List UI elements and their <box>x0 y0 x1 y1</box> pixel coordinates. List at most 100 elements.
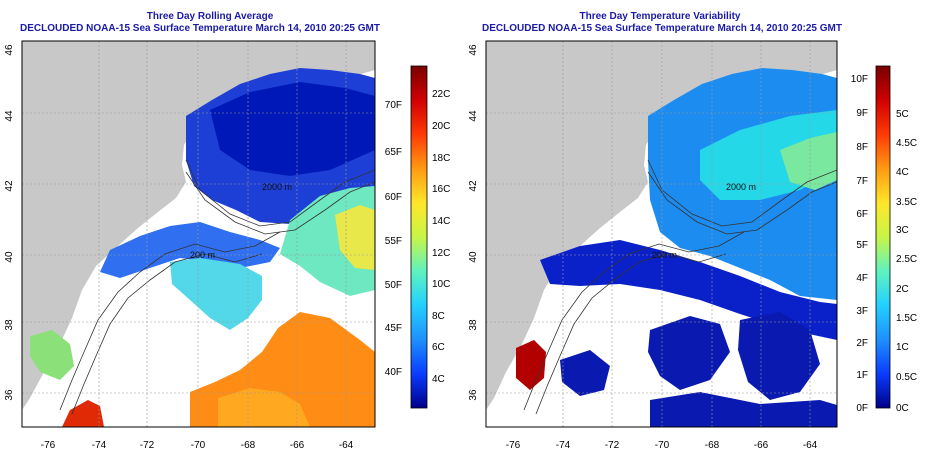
colorbar-c-label: 2.5C <box>896 254 917 265</box>
left-colorbar-f-labels: 70F 65F 60F 55F 50F 45F 40F <box>385 100 402 378</box>
colorbar-c-label: 0C <box>896 403 909 414</box>
right-panel-subtitle: DECLOUDED NOAA-15 Sea Surface Temperatur… <box>482 23 842 34</box>
right-panel-title: Three Day Temperature Variability <box>579 11 741 22</box>
lat-tick-label: 40 <box>468 251 479 263</box>
colorbar-f-label: 50F <box>385 280 402 291</box>
colorbar-c-label: 12C <box>432 248 450 259</box>
colorbar-c-label: 6C <box>432 342 445 353</box>
colorbar-c-label: 2C <box>896 284 909 295</box>
left-colorbar-c-labels: 22C 20C 18C 16C 14C 12C 10C 8C 6C 4C <box>432 89 450 385</box>
left-map-frame <box>21 40 376 428</box>
lat-tick-label: 46 <box>468 44 479 56</box>
lon-tick-label: -66 <box>754 440 769 451</box>
lon-tick-label: -68 <box>241 440 256 451</box>
lon-tick-label: -72 <box>140 440 155 451</box>
colorbar-c-label: 14C <box>432 216 450 227</box>
right-var-low-patch-3 <box>650 392 837 427</box>
lon-tick-label: -76 <box>506 440 521 451</box>
colorbar-c-label: 22C <box>432 89 450 100</box>
lat-tick-label: 44 <box>4 110 15 122</box>
left-grid <box>22 41 375 427</box>
colorbar-c-label: 10C <box>432 279 450 290</box>
lat-tick-label: 36 <box>468 389 479 401</box>
colorbar-f-label: 0F <box>856 403 868 414</box>
colorbar-f-label: 1F <box>856 370 868 381</box>
colorbar-c-label: 5C <box>896 109 909 120</box>
colorbar-f-label: 6F <box>856 209 868 220</box>
colorbar-f-label: 9F <box>856 108 868 119</box>
right-colorbar <box>875 65 891 409</box>
right-map-frame <box>485 40 838 428</box>
left-map <box>22 41 375 427</box>
left-panel-subtitle: DECLOUDED NOAA-15 Sea Surface Temperatur… <box>20 23 380 34</box>
colorbar-f-label: 60F <box>385 192 402 203</box>
colorbar-c-label: 1C <box>896 342 909 353</box>
right-map <box>486 41 837 427</box>
left-bathymetry-contours <box>59 159 375 415</box>
left-panel-title: Three Day Rolling Average <box>146 11 274 22</box>
lat-tick-label: 36 <box>4 389 15 401</box>
lat-tick-label: 42 <box>4 180 15 192</box>
right-lon-axis: -76 -74 -72 -70 -68 -66 -64 <box>506 440 818 451</box>
left-sst-red-corner <box>62 400 104 427</box>
lon-tick-label: -74 <box>556 440 571 451</box>
left-land-mass <box>22 41 375 410</box>
lon-tick-label: -70 <box>191 440 206 451</box>
lat-tick-label: 38 <box>4 319 15 331</box>
colorbar-f-label: 70F <box>385 100 402 111</box>
colorbar-c-label: 16C <box>432 184 450 195</box>
lat-tick-label: 44 <box>468 110 479 122</box>
colorbar-c-label: 8C <box>432 311 445 322</box>
left-sst-deep-blue <box>210 82 375 176</box>
right-var-low-patch-2 <box>738 312 820 400</box>
colorbar-f-label: 7F <box>856 176 868 187</box>
lat-tick-label: 40 <box>4 251 15 263</box>
lon-tick-label: -74 <box>92 440 107 451</box>
lat-tick-label: 38 <box>468 319 479 331</box>
lat-tick-label: 46 <box>4 44 15 56</box>
colorbar-f-label: 45F <box>385 323 402 334</box>
colorbar-c-label: 3.5C <box>896 197 917 208</box>
lon-tick-label: -68 <box>705 440 720 451</box>
colorbar-f-label: 10F <box>851 74 868 85</box>
colorbar-f-label: 2F <box>856 338 868 349</box>
left-lon-axis: -76 -74 -72 -70 -68 -66 -64 <box>41 440 354 451</box>
colorbar-c-label: 4C <box>896 167 909 178</box>
lon-tick-label: -76 <box>41 440 56 451</box>
lon-tick-label: -66 <box>290 440 305 451</box>
colorbar-f-label: 65F <box>385 147 402 158</box>
left-contour-label-2000m: 2000 m <box>262 182 292 192</box>
right-land-mass <box>486 41 837 410</box>
lon-tick-label: -72 <box>605 440 620 451</box>
colorbar-c-label: 3C <box>896 225 909 236</box>
colorbar-c-label: 0.5C <box>896 372 917 383</box>
left-contour-label-200m: 200 m <box>190 250 215 260</box>
colorbar-f-label: 40F <box>385 367 402 378</box>
left-sst-cyan-patch <box>170 258 262 330</box>
colorbar-c-label: 4C <box>432 374 445 385</box>
colorbar-c-label: 18C <box>432 153 450 164</box>
right-colorbar-f-labels: 10F 9F 8F 7F 6F 5F 4F 3F 2F 1F 0F <box>851 74 868 414</box>
colorbar-c-label: 20C <box>432 121 450 132</box>
right-colorbar-c-labels: 5C 4.5C 4C 3.5C 3C 2.5C 2C 1.5C 1C 0.5C … <box>896 109 917 414</box>
right-grid <box>486 41 837 427</box>
colorbar-f-label: 3F <box>856 306 868 317</box>
colorbar-c-label: 4.5C <box>896 138 917 149</box>
lon-tick-label: -70 <box>655 440 670 451</box>
right-var-high-red <box>516 340 546 390</box>
colorbar-f-label: 55F <box>385 236 402 247</box>
right-contour-label-2000m: 2000 m <box>726 182 756 192</box>
right-lat-axis: 46 44 42 40 38 36 <box>468 44 479 401</box>
lon-tick-label: -64 <box>339 440 354 451</box>
colorbar-f-label: 4F <box>856 273 868 284</box>
right-var-low-patch-4 <box>560 350 610 396</box>
right-var-low-patch-1 <box>648 316 730 390</box>
left-sst-warm-patch <box>335 205 375 270</box>
colorbar-f-label: 8F <box>856 142 868 153</box>
lat-tick-label: 42 <box>468 180 479 192</box>
lon-tick-label: -64 <box>803 440 818 451</box>
colorbar-f-label: 5F <box>856 240 868 251</box>
left-colorbar <box>410 65 428 409</box>
left-lat-axis: 46 44 42 40 38 36 <box>4 44 15 401</box>
